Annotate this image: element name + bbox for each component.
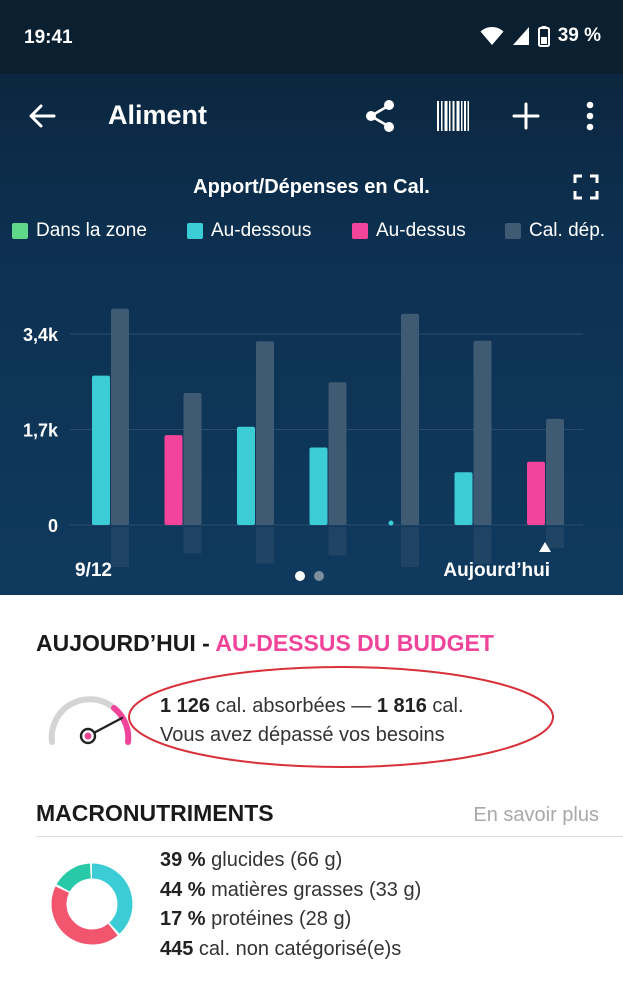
divider: [36, 836, 623, 837]
page-title: Aliment: [108, 100, 208, 130]
y-tick-label: 3,4k: [23, 325, 59, 345]
spent-bar: [256, 341, 274, 525]
intake-bar: [454, 472, 473, 525]
page-indicator: [295, 571, 324, 581]
y-tick-label: 0: [48, 516, 58, 536]
macro-label: glucides (66 g): [205, 849, 343, 871]
chart-panel: 19:41 39 % Aliment: [0, 0, 623, 595]
donut-slice: [51, 863, 133, 945]
battery-icon: [537, 25, 550, 47]
legend-in-zone: Dans la zone: [12, 220, 147, 242]
spent-bar-reflection: [401, 527, 419, 567]
macro-pct: 39 %: [160, 849, 206, 871]
page-dot[interactable]: [314, 571, 324, 581]
uncategorized-text: cal. non catégorisé(e)s: [193, 937, 402, 960]
battery-percent: 39 %: [557, 25, 601, 46]
spent-bar: [401, 313, 419, 525]
macro-pct: 17 %: [160, 908, 206, 930]
status-icons: 39 %: [480, 25, 601, 47]
legend-label: Dans la zone: [36, 220, 147, 241]
intake-bar: [164, 435, 183, 525]
x-end-label: Aujourd’hui: [443, 560, 550, 581]
legend-above: Au-dessus: [352, 220, 466, 242]
intake-bar: [309, 447, 328, 525]
donut-slice: [51, 863, 133, 945]
today-label: AUJOURD’HUI: [36, 630, 196, 656]
app-bar: Aliment: [0, 74, 623, 160]
budget-calories: 1 816: [376, 695, 427, 717]
more-vert-icon[interactable]: [578, 98, 602, 134]
macro-fat: 44 % matières grasses (33 g): [160, 876, 421, 906]
calorie-chart[interactable]: 0 1,7k 3,4k 9/12 Aujourd’hui: [0, 250, 623, 590]
fullscreen-icon[interactable]: [573, 174, 599, 200]
macro-carbs: 39 % glucides (66 g): [160, 846, 421, 876]
legend-swatch: [12, 223, 28, 239]
chart-legend: Dans la zone Au-dessous Au-dessus Cal. d…: [0, 220, 623, 246]
macro-pct: 44 %: [160, 878, 206, 901]
legend-cal-spent: Cal. dép.: [505, 220, 605, 242]
legend-label: Au-dessus: [376, 220, 466, 241]
budget-unit: cal.: [426, 695, 464, 717]
absorbed-calories: 1 126: [160, 695, 211, 717]
spent-bar: [328, 382, 347, 525]
learn-more-link[interactable]: En savoir plus: [473, 804, 599, 826]
macros-list: 39 % glucides (66 g) 44 % matières grass…: [160, 846, 421, 964]
spent-bar-reflection: [183, 527, 202, 554]
intake-bar: [388, 520, 394, 526]
budget-status: AU-DESSUS DU BUDGET: [215, 630, 494, 656]
today-heading: AUJOURD’HUI - AU-DESSUS DU BUDGET: [36, 630, 494, 657]
y-tick-label: 1,7k: [23, 421, 59, 441]
legend-below: Au-dessous: [187, 220, 311, 242]
macros-heading: MACRONUTRIMENTS: [36, 800, 274, 826]
spent-bar-reflection: [256, 527, 274, 564]
today-separator: -: [195, 630, 216, 656]
intake-bar: [527, 461, 545, 525]
page-dot-active[interactable]: [295, 571, 305, 581]
intake-bar: [237, 426, 255, 525]
macro-protein: 17 % protéines (28 g): [160, 905, 421, 935]
spent-bar-reflection: [328, 527, 347, 556]
calorie-summary: 1 126 cal. absorbées — 1 816 cal. Vous a…: [160, 692, 464, 750]
x-start-label: 9/12: [75, 560, 112, 581]
annotation-ellipse: [128, 666, 554, 768]
barcode-icon[interactable]: [436, 100, 470, 132]
intake-bar: [92, 375, 110, 525]
status-time: 19:41: [24, 27, 73, 48]
macro-uncategorized: 445 cal. non catégorisé(e)s: [160, 935, 421, 965]
gauge-icon: [48, 696, 132, 745]
chart-title: Apport/Dépenses en Cal.: [193, 176, 430, 198]
spent-bar-reflection: [473, 527, 492, 564]
back-arrow-icon[interactable]: [26, 100, 58, 132]
legend-label: Cal. dép.: [529, 220, 606, 241]
plus-icon[interactable]: [510, 100, 542, 132]
spent-bar-reflection: [111, 527, 129, 567]
legend-swatch: [352, 223, 368, 239]
budget-message: Vous avez dépassé vos besoins: [160, 724, 445, 746]
calorie-line: 1 126 cal. absorbées — 1 816 cal.: [160, 692, 464, 721]
legend-label: Au-dessous: [211, 220, 312, 241]
macros-donut-chart: [51, 863, 133, 945]
status-bar: 19:41 39 %: [0, 0, 623, 74]
spent-bar: [473, 340, 492, 525]
spent-bar: [111, 308, 129, 525]
legend-swatch: [187, 223, 203, 239]
spent-bar: [183, 392, 202, 525]
share-icon[interactable]: [362, 98, 398, 134]
absorbed-text: cal. absorbées —: [210, 695, 377, 717]
spent-bar-reflection: [546, 527, 564, 549]
legend-swatch: [505, 223, 521, 239]
macro-label: protéines (28 g): [205, 908, 352, 930]
wifi-icon: [480, 27, 504, 45]
spent-bar: [546, 418, 564, 525]
macro-label: matières grasses (33 g): [205, 878, 422, 901]
today-marker-icon: [539, 542, 551, 552]
uncategorized-value: 445: [160, 937, 194, 960]
signal-icon: [512, 27, 529, 45]
